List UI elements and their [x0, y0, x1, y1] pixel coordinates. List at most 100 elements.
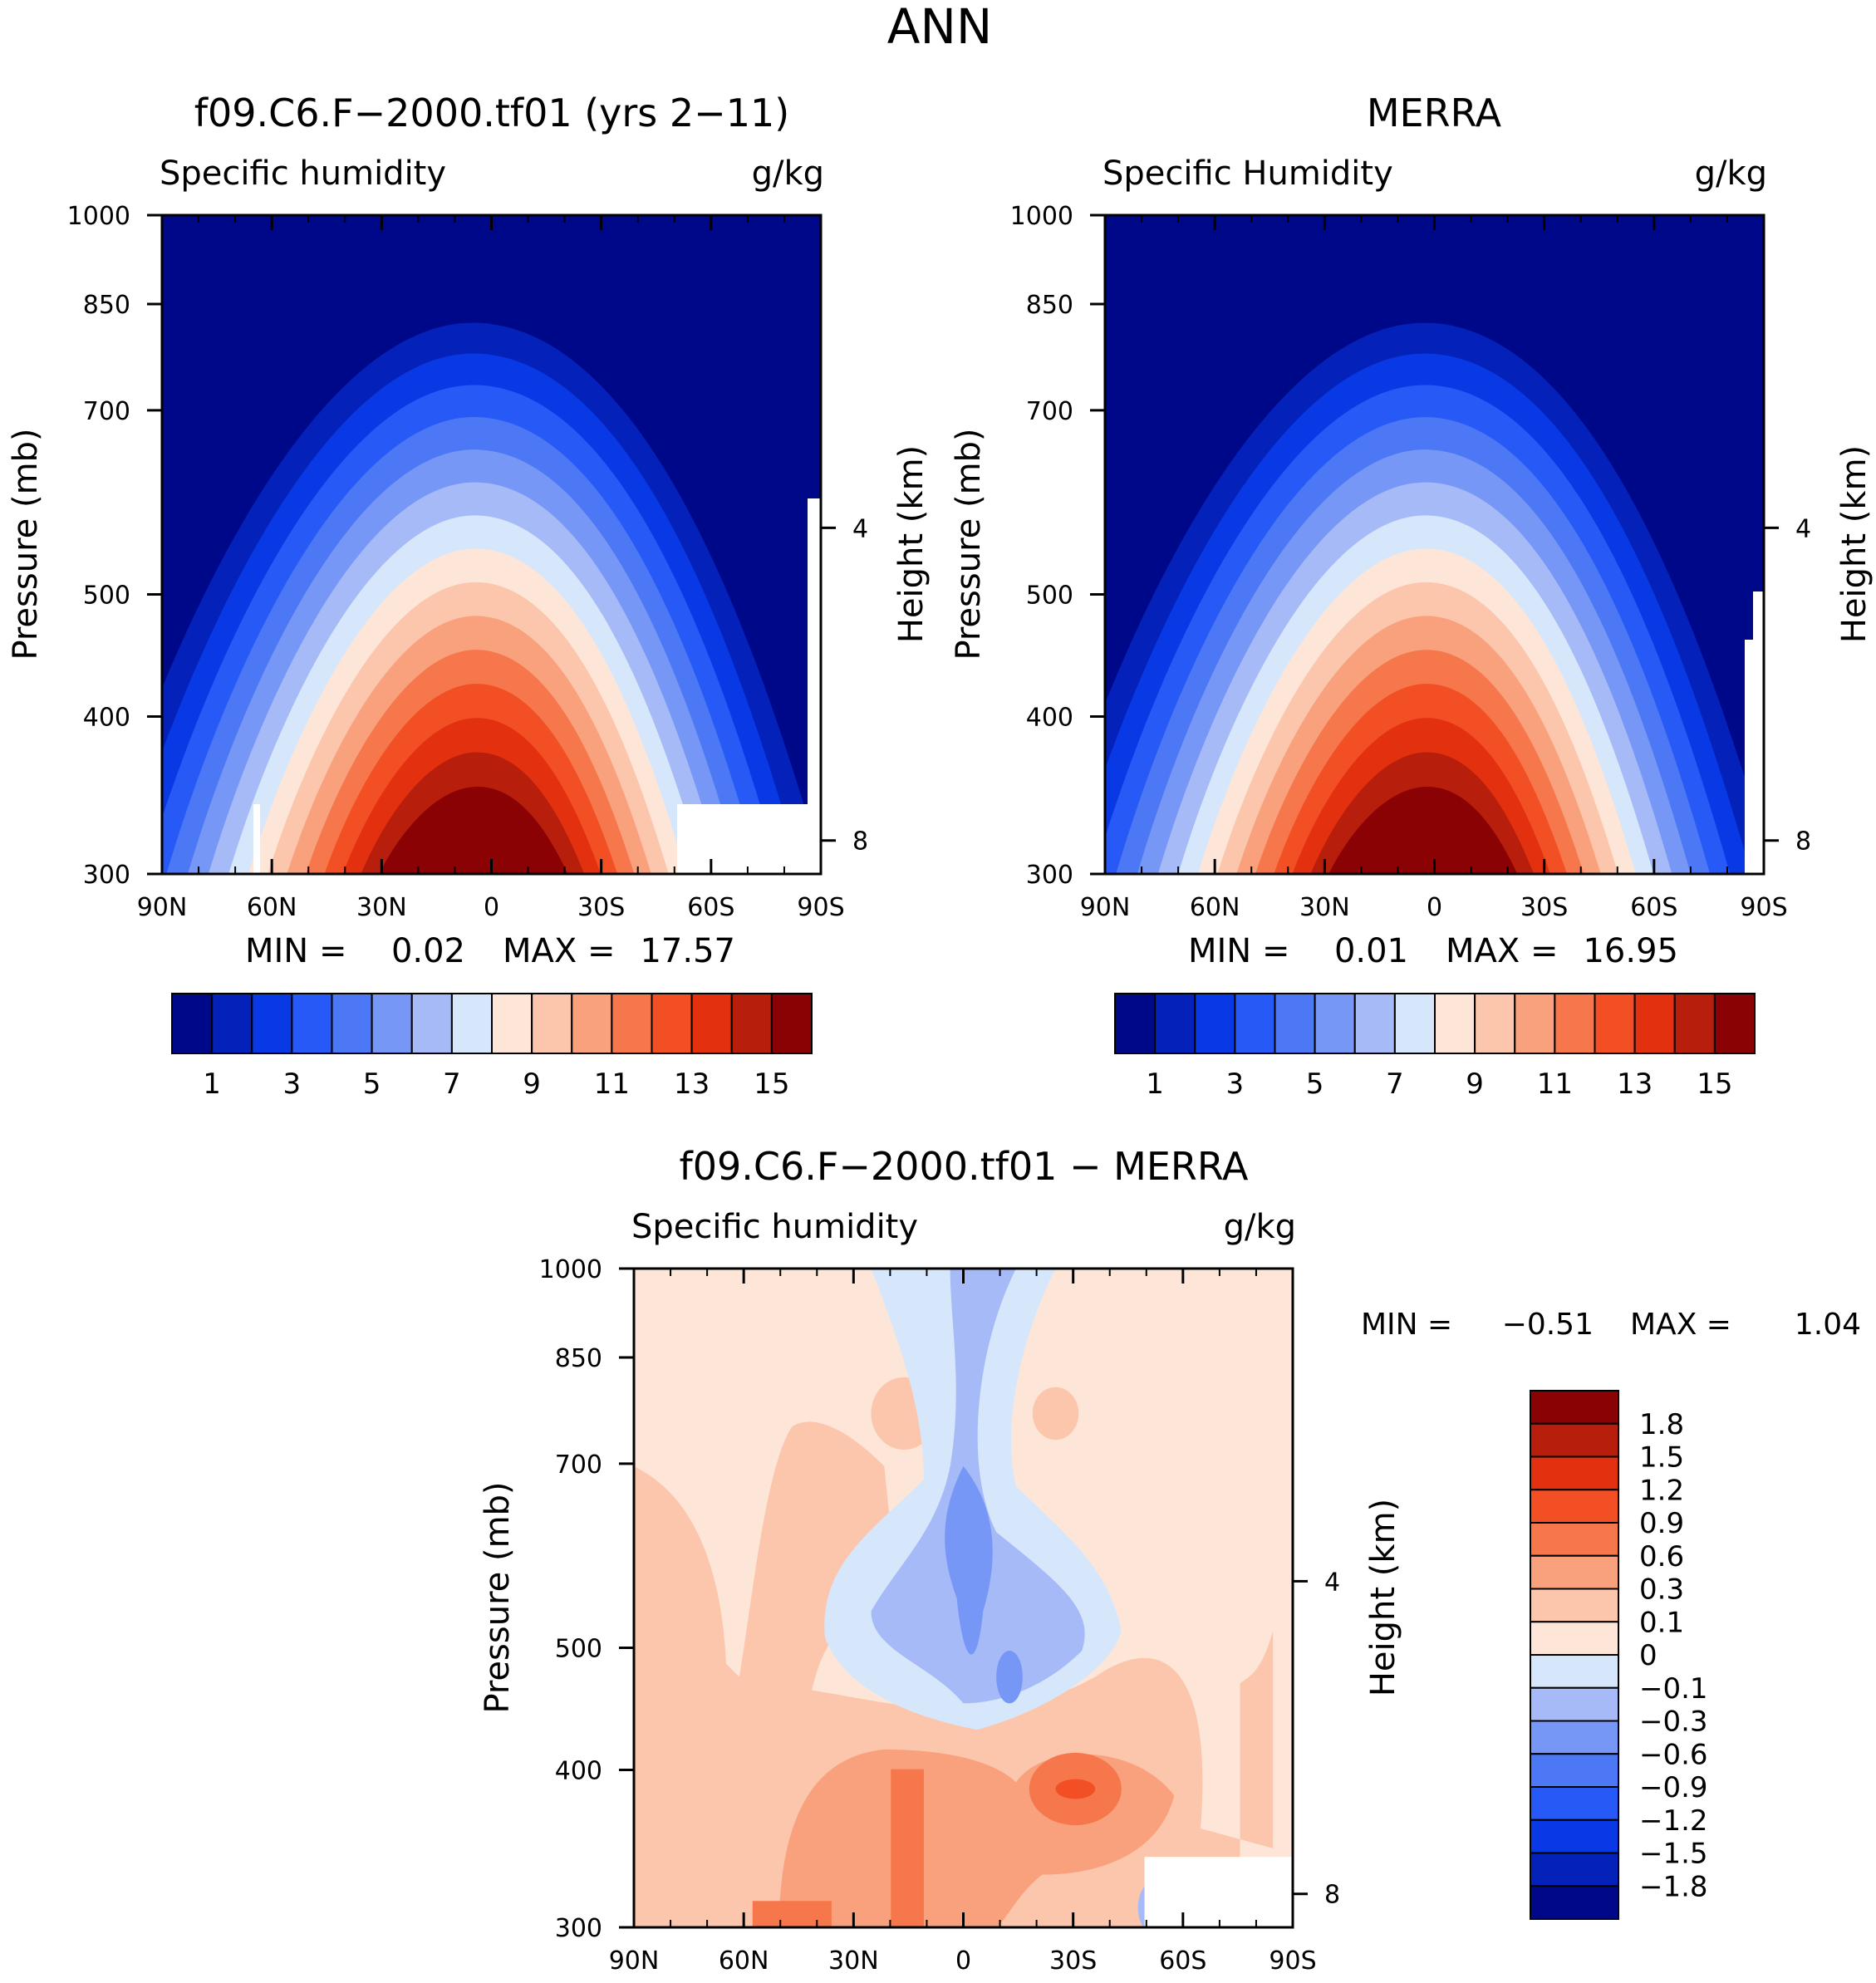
missing-data-sliver	[1745, 640, 1755, 874]
colorbar-box	[171, 993, 214, 1054]
colorbar-box	[1114, 993, 1157, 1054]
y2-tick-label: 8	[1795, 827, 1811, 857]
colorbar-box	[1530, 1489, 1619, 1524]
colorbar-box	[1530, 1522, 1619, 1557]
colorbar-box	[371, 993, 413, 1054]
panel-diff: f09.C6.F−2000.tf01 − MERRA Specific humi…	[479, 1144, 1861, 1976]
colorbar-label: 13	[1617, 1068, 1653, 1101]
colorbar-box	[1393, 993, 1436, 1054]
x-tick-label: 30N	[828, 1946, 879, 1976]
panel-obs-colorbar: 1 3 5 7 9 11 13 15	[1114, 993, 1756, 1101]
y-tick-label: 700	[555, 1450, 602, 1480]
y-tick-label: 1000	[1010, 202, 1073, 231]
colorbar-box	[1530, 1753, 1619, 1788]
panel-diff-min-label: MIN =	[1361, 1308, 1452, 1342]
panel-model-ylabel: Pressure (mb)	[7, 428, 45, 660]
page-title: ANN	[887, 0, 992, 55]
colorbar-box	[291, 993, 333, 1054]
x-tick-label: 60S	[1159, 1946, 1206, 1976]
x-tick-label: 0	[1427, 893, 1442, 922]
colorbar-label: 9	[1466, 1068, 1484, 1101]
colorbar-label: 11	[1537, 1068, 1573, 1101]
colorbar-label: 1	[203, 1068, 221, 1101]
panel-diff-axes: 90N 60N 30N 0 30S 60S 90S 300 400 500 700 850 1000 8 4	[539, 1255, 1340, 1976]
x-tick-label: 60N	[247, 893, 297, 922]
panel-model-min-value: 0.02	[391, 932, 465, 970]
panel-model-max-label: MAX =	[503, 932, 616, 970]
colorbar-box	[1633, 993, 1676, 1054]
x-tick-label: 90S	[1269, 1946, 1316, 1976]
colorbar-box	[1530, 1422, 1619, 1458]
colorbar-box	[1554, 993, 1596, 1054]
colorbar-label: 7	[1386, 1068, 1404, 1101]
panel-obs-units: g/kg	[1695, 155, 1767, 193]
colorbar-label: 15	[754, 1068, 789, 1101]
colorbar-box	[651, 993, 693, 1054]
panel-diff-max-value: 1.04	[1795, 1308, 1861, 1342]
panel-diff-variable: Specific humidity	[631, 1208, 918, 1246]
panel-obs-max-value: 16.95	[1583, 932, 1678, 970]
missing-data-region	[677, 804, 821, 874]
x-tick-label: 90N	[1080, 893, 1131, 922]
panel-diff-colorbar: 1.81.51.20.90.60.30.10−0.1−0.3−0.6−0.9−1…	[1530, 1390, 1708, 1920]
colorbar-label: 1.2	[1639, 1474, 1684, 1507]
colorbar-box	[1530, 1885, 1619, 1920]
colorbar-label: −0.6	[1639, 1738, 1708, 1771]
colorbar-box	[1154, 993, 1196, 1054]
colorbar-box	[1530, 1455, 1619, 1491]
colorbar-label: 0.3	[1639, 1573, 1684, 1607]
panel-diff-title: f09.C6.F−2000.tf01 − MERRA	[680, 1144, 1249, 1189]
colorbar-box	[1594, 993, 1636, 1054]
x-tick-label: 90N	[609, 1946, 660, 1976]
panel-obs-contours	[1105, 215, 1764, 874]
y-tick-label: 700	[83, 397, 130, 426]
y-tick-label: 300	[1026, 861, 1073, 890]
panel-diff-ylabel: Pressure (mb)	[479, 1481, 517, 1713]
panel-model-contours	[162, 215, 821, 874]
colorbar-label: 0	[1639, 1639, 1657, 1672]
missing-data-column	[253, 804, 260, 874]
colorbar-box	[1530, 1654, 1619, 1689]
colorbar-box	[211, 993, 253, 1054]
colorbar-box	[611, 993, 653, 1054]
x-tick-label: 0	[484, 893, 499, 922]
colorbar-label: 9	[523, 1068, 541, 1101]
x-tick-label: 60N	[719, 1946, 769, 1976]
y-tick-label: 850	[555, 1344, 602, 1373]
panel-obs-title: MERRA	[1367, 91, 1502, 135]
colorbar-label: 3	[1226, 1068, 1245, 1101]
colorbar-label: −0.1	[1639, 1672, 1708, 1706]
contour-band	[1055, 1779, 1096, 1799]
panel-obs-variable: Specific Humidity	[1103, 155, 1393, 193]
colorbar-label: 1	[1146, 1068, 1164, 1101]
colorbar-box	[1673, 993, 1716, 1054]
colorbar-box	[1530, 1786, 1619, 1821]
colorbar-box	[1194, 993, 1236, 1054]
contour-band	[1032, 1387, 1079, 1441]
panel-obs-min-label: MIN =	[1188, 932, 1289, 970]
colorbar-box	[1530, 1390, 1619, 1425]
colorbar-box	[571, 993, 613, 1054]
colorbar-box	[1514, 993, 1556, 1054]
panel-obs-min-value: 0.01	[1334, 932, 1408, 970]
colorbar-box	[770, 993, 813, 1054]
y2-tick-label: 4	[1795, 514, 1811, 543]
colorbar-label: 11	[594, 1068, 630, 1101]
panel-model-y2label: Height (km)	[892, 445, 931, 643]
colorbar-box	[1530, 1852, 1619, 1887]
colorbar-label: 0.6	[1639, 1540, 1684, 1573]
x-tick-label: 60S	[1630, 893, 1677, 922]
colorbar-label: 7	[443, 1068, 461, 1101]
colorbar-box	[1530, 1819, 1619, 1854]
y2-tick-label: 4	[852, 514, 868, 543]
missing-data-sliver	[1753, 591, 1764, 874]
x-tick-label: 0	[955, 1946, 971, 1976]
y-tick-label: 300	[555, 1914, 602, 1943]
colorbar-box	[450, 993, 493, 1054]
colorbar-label: 5	[363, 1068, 381, 1101]
contour-band	[871, 1269, 1085, 1704]
colorbar-box	[491, 993, 533, 1054]
panel-model-max-value: 17.57	[640, 932, 735, 970]
y-tick-label: 500	[83, 582, 130, 611]
colorbar-label: −1.5	[1639, 1838, 1708, 1871]
